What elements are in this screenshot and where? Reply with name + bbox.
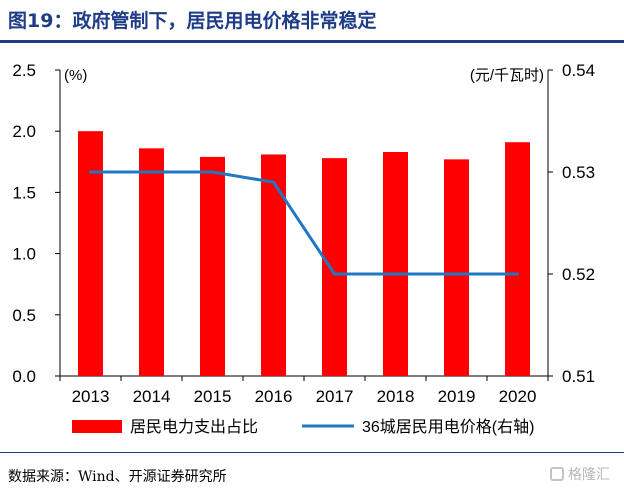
bars-layer bbox=[77, 131, 531, 376]
bar bbox=[77, 131, 104, 376]
x-tick-label: 2013 bbox=[72, 387, 110, 406]
right-tick-label: 0.52 bbox=[562, 265, 595, 284]
line-point bbox=[333, 272, 336, 276]
legend-bar-label: 居民电力支出占比 bbox=[130, 418, 258, 436]
bar bbox=[443, 159, 470, 376]
right-tick-label: 0.54 bbox=[562, 61, 595, 80]
x-tick-label: 2019 bbox=[438, 387, 476, 406]
title-divider bbox=[0, 40, 624, 43]
x-tick-label: 2017 bbox=[316, 387, 354, 406]
line-point bbox=[150, 170, 153, 174]
line-point bbox=[455, 272, 458, 276]
line-point bbox=[211, 170, 214, 174]
legend-line-label: 36城居民用电价格(右轴) bbox=[362, 418, 534, 436]
left-tick-label: 2.0 bbox=[12, 122, 36, 141]
chart-title: 图19：政府管制下，居民用电价格非常稳定 bbox=[8, 10, 377, 32]
left-tick-label: 1.5 bbox=[12, 183, 36, 202]
x-tick-label: 2014 bbox=[133, 387, 171, 406]
watermark-text: 格隆汇 bbox=[568, 467, 610, 483]
legend-bar-swatch bbox=[72, 420, 122, 433]
bar bbox=[504, 142, 531, 376]
axes-layer: 0.0 0.5 1.0 1.5 2.0 2.5 0.51 0.52 0.53 0.54 (%) (元/… bbox=[12, 61, 595, 406]
watermark: 格隆汇 bbox=[550, 464, 610, 484]
x-tick-label: 2015 bbox=[194, 387, 232, 406]
x-tick-label: 2020 bbox=[499, 387, 537, 406]
bar bbox=[382, 152, 409, 376]
price-line bbox=[90, 170, 518, 276]
left-tick-label: 1.0 bbox=[12, 245, 36, 264]
line-point bbox=[394, 272, 397, 276]
right-tick-label: 0.51 bbox=[562, 367, 595, 386]
right-axis-unit: (元/千瓦时) bbox=[470, 67, 544, 84]
left-axis-unit: (%) bbox=[64, 67, 87, 84]
line-point bbox=[272, 180, 275, 184]
bar bbox=[260, 154, 287, 376]
x-tick-label: 2016 bbox=[255, 387, 293, 406]
line-point bbox=[89, 170, 92, 174]
left-tick-label: 0.0 bbox=[12, 367, 36, 386]
line-point bbox=[516, 272, 519, 276]
legend: 居民电力支出占比 36城居民用电价格(右轴) bbox=[72, 418, 534, 436]
bar bbox=[199, 156, 226, 376]
x-tick-label: 2018 bbox=[377, 387, 415, 406]
bar bbox=[321, 158, 348, 376]
source-note: 数据来源：Wind、开源证券研究所 bbox=[8, 469, 227, 485]
line-layer bbox=[89, 170, 519, 276]
watermark-logo-icon bbox=[550, 467, 564, 481]
left-tick-label: 2.5 bbox=[12, 61, 36, 80]
footer-divider bbox=[0, 452, 624, 453]
bar bbox=[138, 148, 165, 376]
right-tick-label: 0.53 bbox=[562, 163, 595, 182]
left-tick-label: 0.5 bbox=[12, 306, 36, 325]
combo-chart: 0.0 0.5 1.0 1.5 2.0 2.5 0.51 0.52 0.53 0.54 (%) (元/… bbox=[12, 61, 595, 436]
